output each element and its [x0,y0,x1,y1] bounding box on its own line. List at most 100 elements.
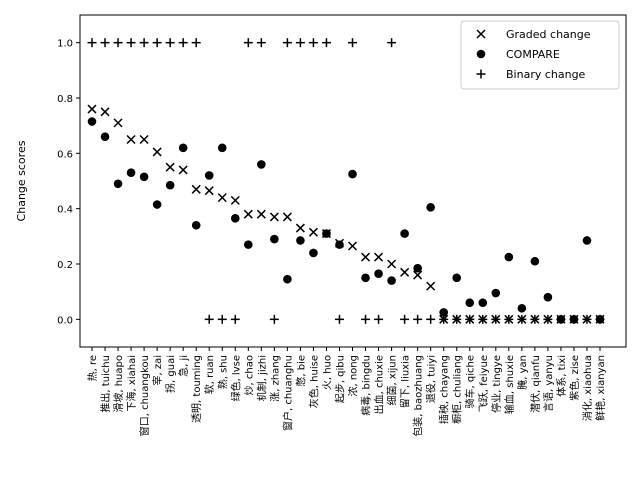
marker-stroke [361,252,371,262]
x-tick-label: 软, ruan [203,355,216,394]
compare-point [283,274,292,284]
compare-point [374,269,383,278]
compare-point [165,180,175,190]
compare-point [322,229,331,238]
marker-stroke [113,118,123,128]
graded-change-point [347,241,358,251]
x-tick-label: 热, re [86,355,99,381]
compare-point [582,236,592,245]
legend-binary-change-label: Binary change [506,68,586,81]
binary-change-point [517,314,527,324]
binary-change-point [100,38,110,48]
x-tick-label: 插秧, chayang [438,355,451,424]
binary-change-point [556,314,566,324]
y-tick-label: 1.0 [57,39,73,50]
compare-point [217,143,227,153]
x-tick-label: 紫色, zise [568,355,581,401]
marker-stroke [126,134,136,145]
binary-change-point [400,314,410,324]
x-tick-label: 停业, tingye [490,355,503,413]
x-tick-label: 窗户, chuanghu [281,355,294,431]
binary-change-point [530,314,540,324]
binary-change-point [321,38,331,48]
legend-graded-change-label: Graded change [506,28,591,41]
marker-stroke [100,107,110,117]
x-tick-label: 腌, yan [516,355,529,390]
x-tick-label: 透明, touming [191,355,203,423]
graded-change-point [269,212,279,222]
marker-stroke [282,212,292,222]
x-axis: 热, re 推出, tuichu 滑坡, huapo 下海, xiahai 窗口, ch… [86,347,607,437]
binary-change-point [152,38,162,48]
x-tick-label: 输血, shuxie [503,355,516,414]
graded-change-point [230,195,240,205]
graded-change-point [178,165,188,175]
binary-change-point [582,314,592,324]
binary-change-point [361,314,371,324]
binary-change-point [387,38,397,48]
binary-change-point [439,314,449,324]
compare-point [452,273,462,283]
binary-change-point [308,38,318,48]
marker-stroke [217,193,227,203]
binary-change-point [191,38,201,48]
compare-point [387,276,396,285]
graded-change-point [139,134,149,145]
x-tick-label: 涨, zhang [269,355,281,402]
graded-change-point [413,270,423,280]
compare-point [244,240,253,249]
compare-point [296,236,305,245]
legend-box [460,20,620,90]
x-tick-label: 橱柜, chuliang [451,355,464,424]
compare-point [270,234,279,244]
x-tick-label: 灰色, huise [307,355,320,408]
x-tick-label: 体系, tixi [556,355,568,397]
x-tick-label: 鲜艳, xianyan [594,355,607,421]
x-tick-label: 退役, tuiyi [425,355,438,403]
legend-compare-marker [476,49,486,59]
y-tick-label: 0.2 [57,260,73,271]
binary-change-point [491,314,501,324]
x-tick-label: 留下, liuxia [399,355,412,408]
graded-change-point [282,212,292,222]
binary-change-point [374,314,384,324]
compare-point [426,202,435,212]
x-tick-label: 包装, baozhuang [412,355,425,437]
compare-point [530,256,540,266]
graded-change-point [308,227,318,237]
compare-point [126,168,136,177]
x-tick-label: 推出, tuichu [99,355,112,413]
binary-change-point [569,314,579,324]
x-tick-label: 炒, chao [243,355,255,395]
compare-point [204,171,214,180]
binary-change-point [295,38,305,48]
marker-stroke [204,186,214,196]
marker-stroke [269,212,279,222]
compare-point [413,263,422,273]
y-axis: 0.0 0.2 0.4 0.6 0.8 1.0 [57,39,80,326]
binary-change-point [178,38,188,48]
binary-change-point [230,314,240,324]
graded-change-point [374,252,384,262]
x-tick-label: 潜伏, qianfu [529,355,542,413]
legend-graded-change-marker [476,29,486,39]
binary-change-point [165,38,175,48]
binary-change-point [413,314,423,324]
compare-point [361,273,370,283]
binary-change-point [269,314,279,324]
binary-change-point [256,38,266,48]
x-tick-label: 憋, bie [294,355,307,387]
compare-point [439,308,448,317]
marker-stroke [243,209,253,219]
marker-stroke [165,162,175,172]
binary-change-point [282,38,292,48]
graded-change-point [243,209,253,219]
graded-change-point [426,281,436,291]
marker-stroke [230,195,240,205]
compare-point [191,220,201,230]
binary-change-point [126,38,136,48]
marker-stroke [178,165,188,175]
compare-point [478,298,488,308]
marker-stroke [295,223,305,233]
